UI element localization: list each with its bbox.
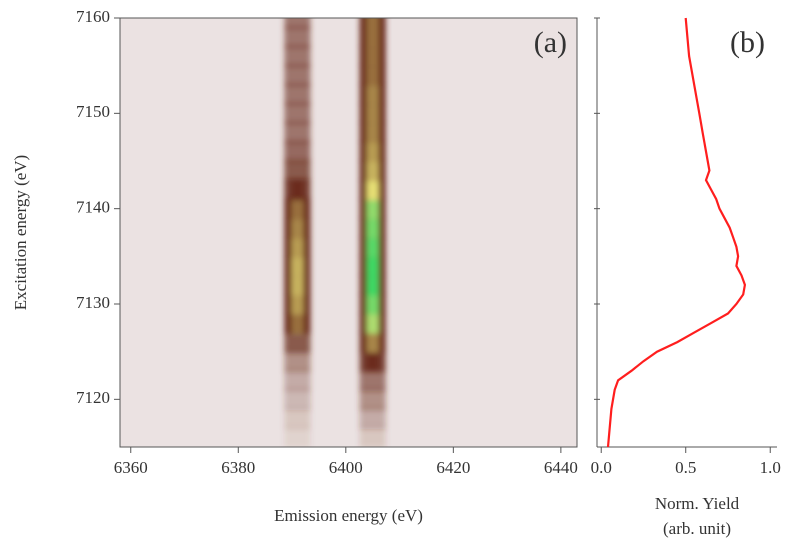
heatmap-halo bbox=[284, 140, 311, 162]
heatmap-halo bbox=[284, 369, 311, 391]
x-axis-label: Norm. Yield bbox=[655, 494, 740, 513]
heatmap-halo bbox=[284, 407, 311, 429]
yield-line bbox=[606, 17, 747, 448]
heatmap-cell bbox=[366, 140, 379, 162]
heatmap-halo bbox=[284, 45, 311, 67]
plot-background bbox=[120, 18, 577, 447]
heatmap-halo bbox=[284, 121, 311, 143]
heatmap-cell bbox=[366, 217, 379, 239]
x-tick-label: 1.0 bbox=[760, 458, 781, 477]
heatmap-cell bbox=[366, 312, 379, 334]
heatmap-halo bbox=[284, 388, 311, 410]
heatmap-cell bbox=[366, 236, 379, 258]
heatmap-halo bbox=[284, 426, 311, 447]
heatmap-cell bbox=[291, 293, 304, 315]
heatmap-cell bbox=[366, 293, 379, 315]
heatmap-cell bbox=[291, 179, 304, 201]
heatmap-halo bbox=[284, 26, 311, 48]
x-tick-label: 6440 bbox=[544, 458, 578, 477]
heatmap bbox=[284, 18, 386, 447]
x-tick-label: 6360 bbox=[114, 458, 148, 477]
heatmap-halo bbox=[284, 350, 311, 372]
heatmap-halo bbox=[284, 102, 311, 124]
heatmap-cell bbox=[366, 45, 379, 67]
panel-label: (b) bbox=[730, 26, 765, 59]
plot-frame bbox=[119, 17, 578, 448]
heatmap-cell bbox=[291, 312, 304, 334]
heatmap-cells bbox=[284, 18, 386, 447]
heatmap-cell bbox=[366, 102, 379, 124]
x-tick-label: 6400 bbox=[329, 458, 363, 477]
y-tick-label: 7160 bbox=[76, 7, 110, 26]
heatmap-halo bbox=[359, 426, 386, 447]
heatmap-cell bbox=[366, 160, 379, 182]
x-tick-label: 6380 bbox=[221, 458, 255, 477]
panel-label: (a) bbox=[534, 26, 567, 59]
y-tick-label: 7150 bbox=[76, 102, 110, 121]
x-axis-label: (arb. unit) bbox=[663, 519, 731, 538]
heatmap-halo bbox=[284, 160, 311, 182]
y-axis-label: Excitation energy (eV) bbox=[11, 155, 30, 310]
heatmap-cell bbox=[366, 331, 379, 353]
heatmap-cell bbox=[366, 121, 379, 143]
heatmap-cell bbox=[366, 274, 379, 296]
heatmap-halo bbox=[359, 369, 386, 391]
heatmap-cell bbox=[366, 83, 379, 105]
y-tick-label: 7140 bbox=[76, 198, 110, 217]
heatmap-halo bbox=[284, 64, 311, 86]
heatmap-halo bbox=[284, 83, 311, 105]
x-tick-label: 0.0 bbox=[591, 458, 612, 477]
x-tick-label: 6420 bbox=[436, 458, 470, 477]
heatmap-cell bbox=[366, 18, 379, 29]
heatmap-halo bbox=[359, 407, 386, 429]
heatmap-cell bbox=[366, 26, 379, 48]
y-tick-label: 7120 bbox=[76, 388, 110, 407]
heatmap-cell bbox=[291, 236, 304, 258]
heatmap-halo bbox=[359, 388, 386, 410]
heatmap-halo bbox=[284, 331, 311, 353]
heatmap-cell bbox=[291, 198, 304, 220]
heatmap-cell bbox=[366, 255, 379, 277]
x-tick-label: 0.5 bbox=[675, 458, 696, 477]
heatmap-cell bbox=[291, 255, 304, 277]
heatmap-cell bbox=[366, 64, 379, 86]
heatmap-cell bbox=[291, 217, 304, 239]
x-axis-label: Emission energy (eV) bbox=[274, 506, 423, 525]
heatmap-cell bbox=[366, 350, 379, 372]
heatmap-cell bbox=[366, 198, 379, 220]
heatmap-cell bbox=[366, 179, 379, 201]
heatmap-cell bbox=[291, 274, 304, 296]
y-tick-label: 7130 bbox=[76, 293, 110, 312]
heatmap-halo bbox=[284, 18, 311, 29]
